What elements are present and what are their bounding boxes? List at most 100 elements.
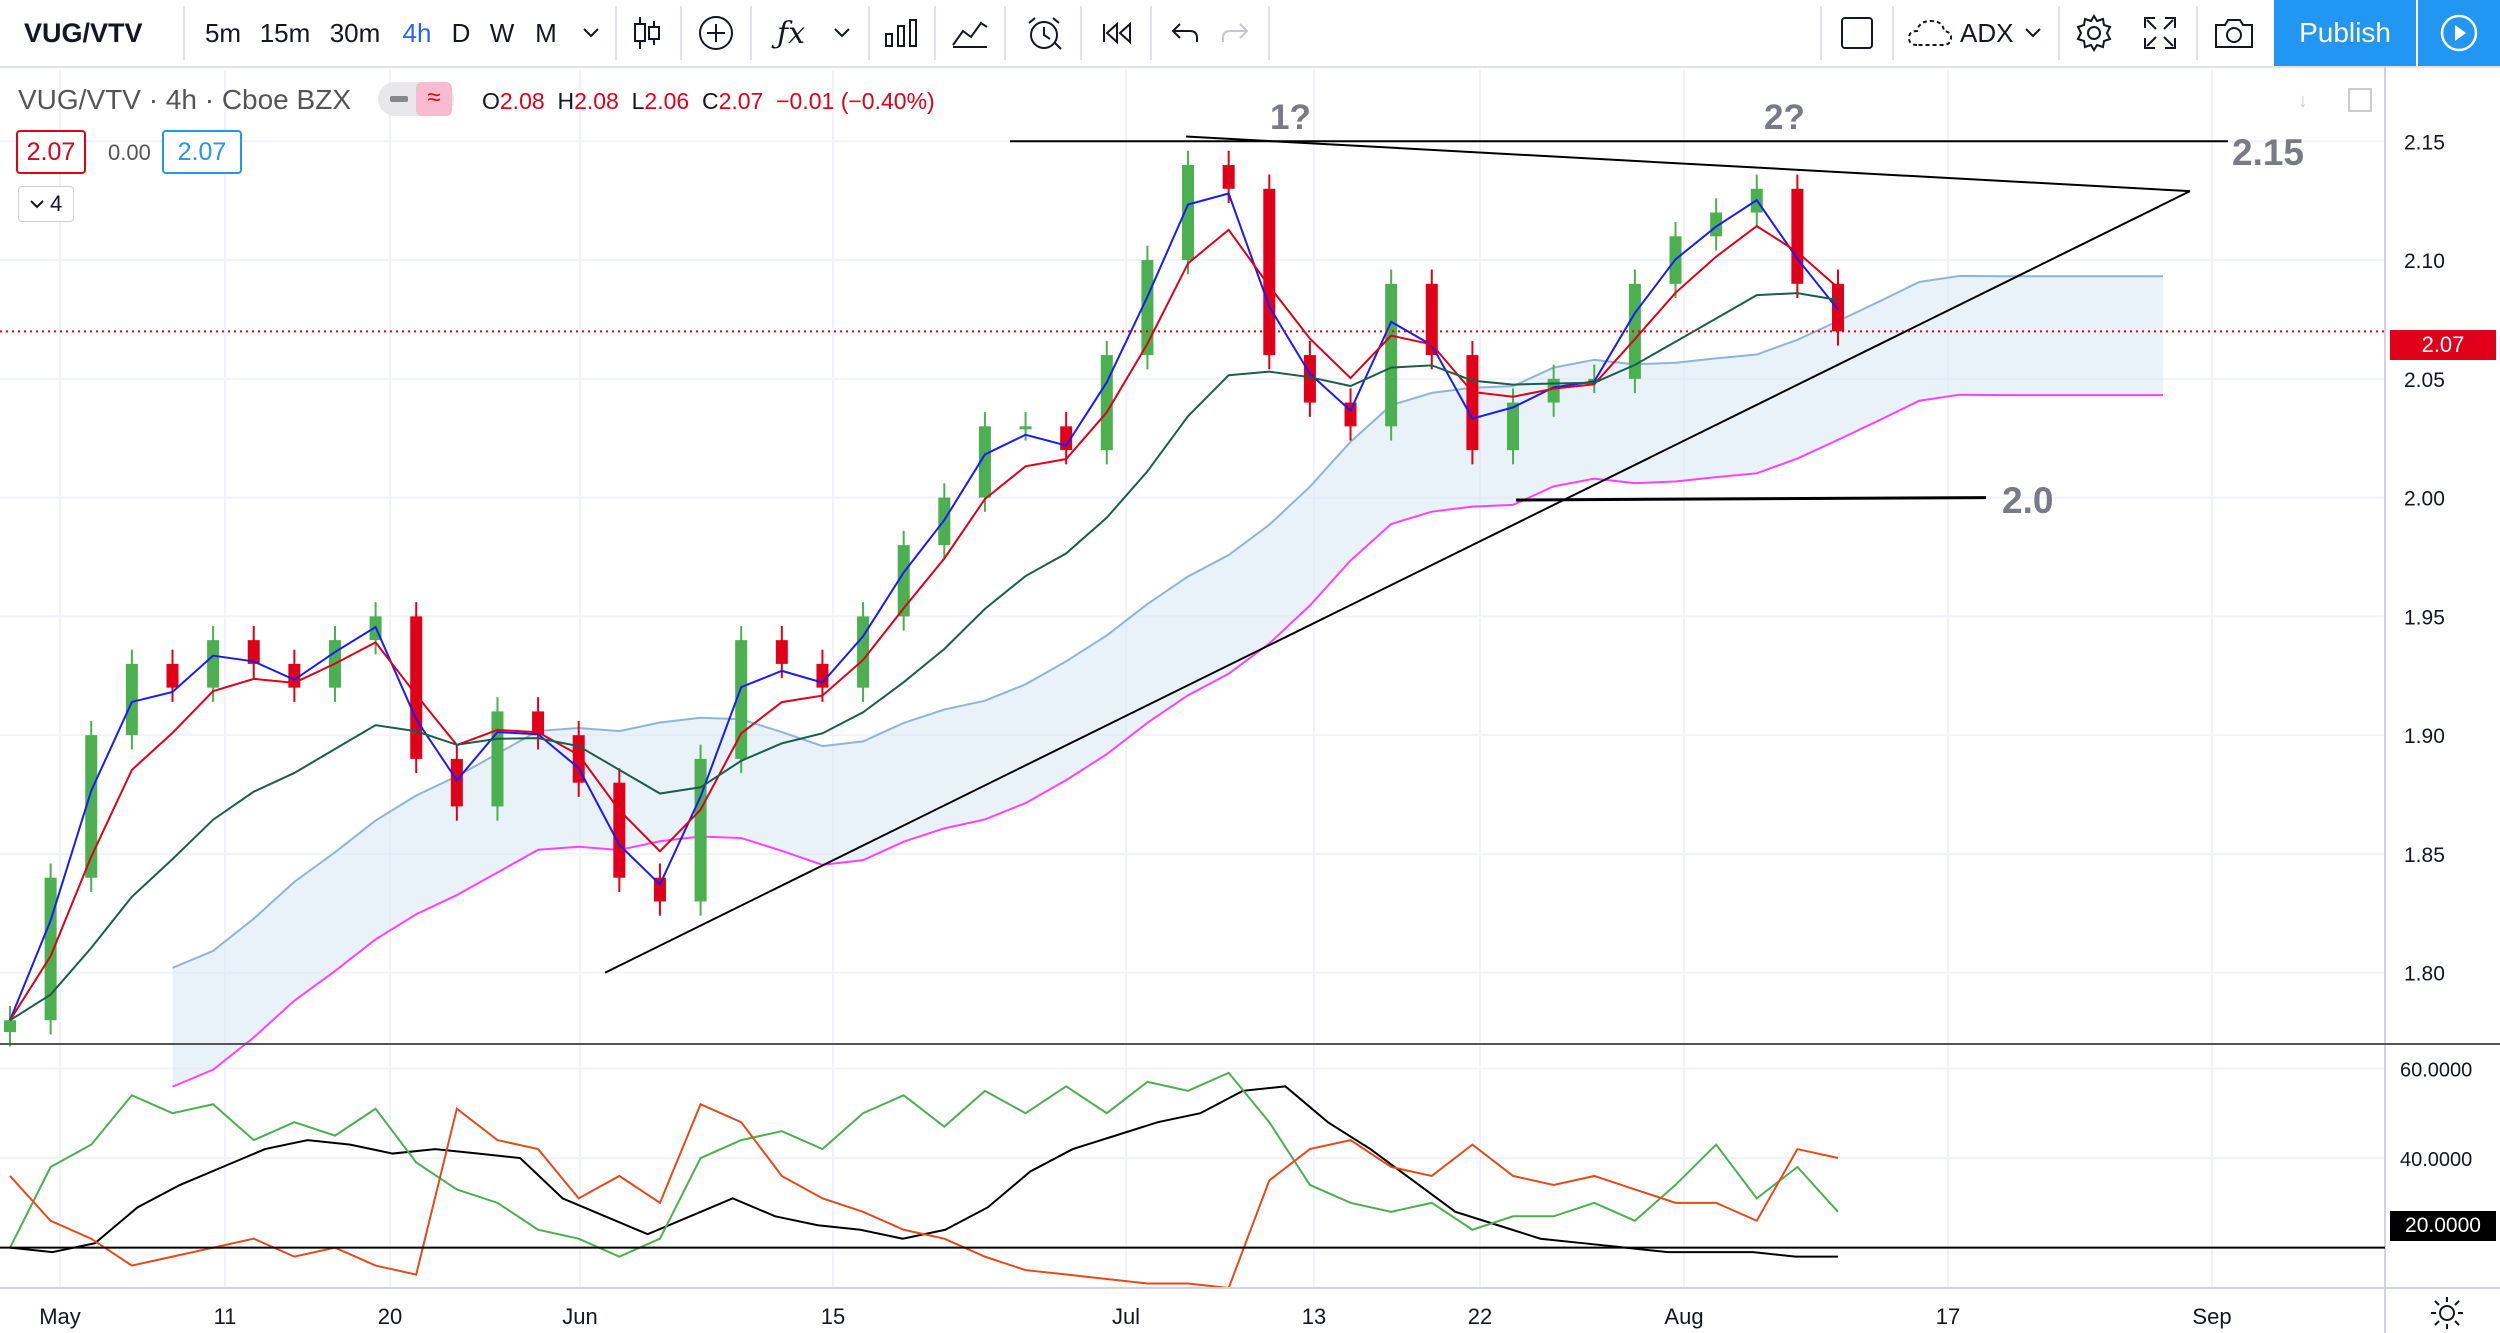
- candle-up: [1019, 426, 1032, 430]
- x-tick-label: 15: [821, 1304, 845, 1329]
- candle-up: [491, 711, 504, 807]
- cloud-save-icon[interactable]: [1902, 0, 1958, 66]
- support-level-label[interactable]: 2.0: [2002, 480, 2054, 521]
- adx-tick-label: 40.0000: [2400, 1149, 2472, 1171]
- indicators-fx-icon[interactable]: ƒx: [776, 15, 806, 51]
- x-tick-label: 11: [214, 1304, 237, 1329]
- x-tick-label: 22: [1468, 1304, 1492, 1329]
- x-tick-label: May: [39, 1304, 81, 1329]
- interval-dropdown-chevron-down-icon[interactable]: [572, 0, 610, 66]
- candle-up: [207, 640, 220, 688]
- visibility-icon: [390, 96, 408, 102]
- high-label: H: [557, 88, 575, 114]
- publish-button[interactable]: Publish: [2274, 0, 2416, 66]
- interval-d[interactable]: D: [451, 17, 471, 48]
- toolbar-divider: [1820, 6, 1822, 60]
- financials-bars-icon[interactable]: [876, 0, 926, 66]
- snapshot-camera-icon[interactable]: [2206, 0, 2262, 66]
- candle-up: [897, 545, 910, 617]
- fullscreen-icon[interactable]: [2132, 0, 2188, 66]
- resistance-level-label[interactable]: 2.15: [2232, 132, 2305, 173]
- candle-up: [978, 426, 991, 498]
- interval-5m[interactable]: 5m: [204, 17, 242, 48]
- collapse-indicators-button[interactable]: 4: [18, 186, 74, 222]
- open-value: 2.08: [499, 88, 545, 114]
- layout-square-icon[interactable]: [1830, 0, 1884, 66]
- price-tick-label: 2.05: [2404, 369, 2445, 392]
- interval-30m[interactable]: 30m: [329, 17, 381, 48]
- cloud-span-a: [172, 274, 2163, 969]
- interval-m[interactable]: M: [535, 17, 557, 48]
- x-tick-label: 13: [1302, 1304, 1326, 1329]
- indicators-chevron-down-icon[interactable]: [822, 0, 862, 66]
- moving-average-line: [9, 224, 1839, 1021]
- candles-icon[interactable]: [622, 0, 672, 66]
- legend-toggle[interactable]: ≈: [378, 82, 454, 116]
- maximize-pane-icon[interactable]: [2348, 88, 2372, 112]
- toolbar-divider: [615, 6, 617, 60]
- x-tick-label: 17: [1936, 1304, 1960, 1329]
- candle-up: [85, 735, 98, 878]
- candle-up: [4, 1020, 16, 1033]
- change-value: −0.01 (−0.40%): [776, 88, 935, 114]
- toolbar-divider: [1080, 6, 1082, 60]
- adx-series-line: [9, 1071, 1839, 1258]
- sell-price-box[interactable]: 2.07: [16, 130, 86, 174]
- toolbar-divider: [680, 6, 682, 60]
- toolbar-divider: [2196, 6, 2198, 60]
- candle-up: [44, 877, 57, 1021]
- price-tick-label: 1.90: [2404, 725, 2445, 748]
- chevron-down-icon: [30, 199, 44, 208]
- candle-up: [735, 640, 748, 759]
- peak-1-label[interactable]: 1?: [1270, 98, 1311, 137]
- low-value: 2.06: [644, 88, 690, 114]
- ichimoku-cloud: [172, 274, 2163, 1088]
- scroll-down-arrow-icon[interactable]: ↓: [2298, 90, 2308, 112]
- toolbar-divider: [2058, 6, 2060, 60]
- trendline-drawings[interactable]: [604, 135, 2228, 974]
- toolbar-divider: [1150, 6, 1152, 60]
- descending-trendline: [1185, 135, 2191, 193]
- last-price-label: 2.07: [2390, 330, 2496, 360]
- undo-arrow-icon[interactable]: [1160, 0, 1210, 66]
- candle-down: [166, 663, 179, 688]
- toolbar-divider: [868, 6, 870, 60]
- buy-price-box[interactable]: 2.07: [162, 130, 242, 174]
- candle-down: [1425, 283, 1438, 356]
- price-tick-label: 1.85: [2404, 844, 2445, 867]
- toolbar-divider: [750, 6, 752, 60]
- price-axis: May 11 20 Jun 15 Jul 13 22 Aug 17 Sep 2.15 2.10 2.05 2…: [0, 66, 2500, 1333]
- candle-down: [1222, 165, 1235, 189]
- moving-average-line: [9, 292, 1839, 1022]
- play-circle-icon[interactable]: [2418, 0, 2500, 66]
- interval-4h[interactable]: 4h: [402, 17, 432, 48]
- interval-w[interactable]: W: [489, 17, 515, 48]
- candle-up: [857, 616, 870, 688]
- low-label: L: [631, 88, 645, 114]
- templates-chart-icon[interactable]: [944, 0, 996, 66]
- candle-down: [816, 663, 829, 688]
- adx-tick-label: 60.0000: [2400, 1059, 2472, 1081]
- candle-up: [1141, 260, 1154, 356]
- layout-chevron-down-icon[interactable]: [2014, 0, 2052, 66]
- interval-15m[interactable]: 15m: [259, 17, 311, 48]
- symbol-search-button[interactable]: VUG/VTV: [24, 17, 143, 48]
- ascending-trendline: [604, 190, 2191, 974]
- layout-name-label[interactable]: ADX: [1960, 17, 2014, 48]
- peak-2-label[interactable]: 2?: [1764, 98, 1805, 137]
- high-value: 2.08: [574, 88, 619, 114]
- compare-plus-icon[interactable]: [690, 0, 742, 66]
- toolbar-divider: [1268, 6, 1270, 60]
- alert-clock-icon[interactable]: [1016, 0, 1072, 66]
- approx-icon: ≈: [416, 82, 452, 116]
- candle-down: [653, 877, 666, 902]
- candle-down: [1791, 188, 1804, 284]
- candle-up: [1710, 212, 1723, 237]
- price-tick-label: 2.10: [2404, 250, 2445, 273]
- settings-gear-icon[interactable]: [2066, 0, 2122, 66]
- candle-down: [775, 640, 788, 664]
- chart-settings-sun-icon[interactable]: [2430, 1296, 2464, 1333]
- replay-rewind-icon[interactable]: [1092, 0, 1142, 66]
- candle-up: [694, 758, 707, 902]
